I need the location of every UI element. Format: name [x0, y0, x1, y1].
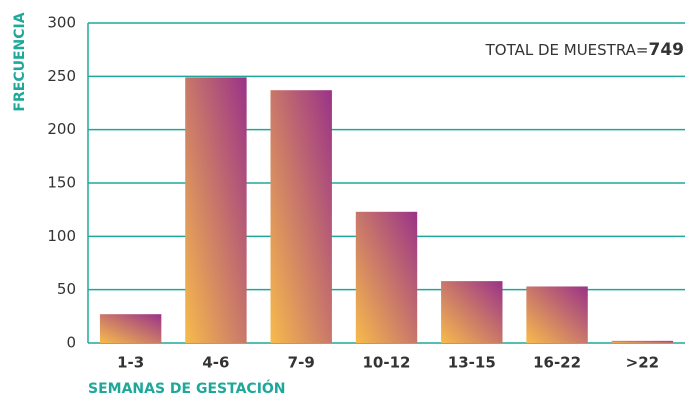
- bar: [526, 286, 588, 343]
- x-tick-label: 10-12: [363, 354, 411, 372]
- x-tick-label: 16-22: [533, 354, 581, 372]
- annotation-total: 749: [649, 40, 685, 60]
- x-tick-label: >22: [626, 354, 659, 372]
- y-tick-label: 150: [47, 174, 76, 192]
- x-tick-label: 1-3: [117, 354, 144, 372]
- y-tick-label: 100: [47, 227, 76, 245]
- bar: [355, 211, 418, 343]
- annotation-text: TOTAL DE MUESTRA=: [485, 41, 649, 59]
- annotation: TOTAL DE MUESTRA=749: [485, 40, 684, 60]
- y-tick-label: 200: [47, 120, 76, 138]
- y-axis-title: FRECUENCIA: [12, 12, 28, 111]
- bar: [270, 90, 332, 343]
- x-axis-title: SEMANAS DE GESTACIÓN: [88, 379, 286, 397]
- x-tick-label: 13-15: [448, 354, 496, 372]
- bar: [441, 281, 503, 343]
- x-tick-label: 7-9: [288, 354, 315, 372]
- y-tick-label: 50: [57, 280, 76, 298]
- bar: [185, 77, 247, 344]
- bar: [99, 314, 162, 343]
- y-tick-label: 300: [47, 14, 76, 32]
- y-tick-label: 250: [47, 67, 76, 85]
- bar: [611, 340, 674, 343]
- x-tick-label: 4-6: [202, 354, 229, 372]
- y-tick-label: 0: [66, 334, 76, 352]
